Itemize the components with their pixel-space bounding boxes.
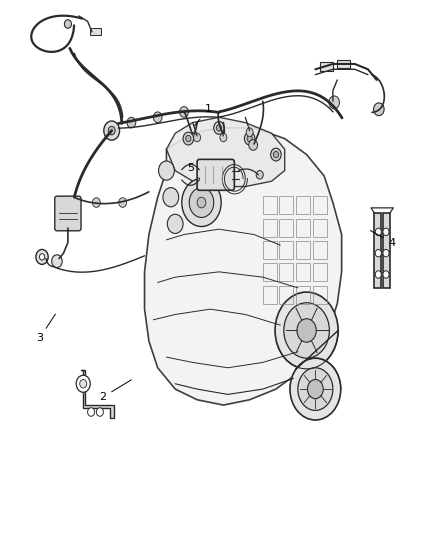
Circle shape xyxy=(271,148,281,161)
Circle shape xyxy=(290,358,341,420)
Text: 4: 4 xyxy=(371,231,396,247)
Text: 2: 2 xyxy=(99,380,131,402)
Circle shape xyxy=(104,121,120,140)
Bar xyxy=(263,196,277,214)
Circle shape xyxy=(375,271,381,278)
Bar xyxy=(383,213,390,288)
Circle shape xyxy=(284,303,329,358)
Circle shape xyxy=(182,179,221,227)
Circle shape xyxy=(249,140,258,150)
Circle shape xyxy=(216,125,222,131)
Bar xyxy=(320,62,333,71)
Circle shape xyxy=(256,171,263,179)
Circle shape xyxy=(167,214,183,233)
Bar xyxy=(296,241,310,259)
Bar xyxy=(374,213,381,288)
Circle shape xyxy=(163,188,179,207)
Bar xyxy=(296,196,310,214)
Circle shape xyxy=(108,126,115,135)
Circle shape xyxy=(247,135,252,142)
Circle shape xyxy=(383,249,389,257)
Circle shape xyxy=(64,20,71,28)
Circle shape xyxy=(246,128,253,136)
Text: 5: 5 xyxy=(187,163,200,179)
Bar xyxy=(313,286,327,304)
Circle shape xyxy=(383,271,389,278)
Circle shape xyxy=(383,228,389,236)
Bar xyxy=(296,263,310,281)
Circle shape xyxy=(183,132,194,145)
Circle shape xyxy=(76,375,90,392)
Circle shape xyxy=(273,151,279,158)
Circle shape xyxy=(80,379,87,388)
Circle shape xyxy=(298,368,333,410)
Circle shape xyxy=(375,228,381,236)
Circle shape xyxy=(329,96,339,109)
Circle shape xyxy=(159,161,174,180)
Polygon shape xyxy=(81,370,114,418)
Bar xyxy=(279,263,293,281)
Bar xyxy=(313,241,327,259)
Bar xyxy=(296,286,310,304)
Circle shape xyxy=(220,133,227,142)
Circle shape xyxy=(375,249,381,257)
Circle shape xyxy=(214,122,224,134)
Circle shape xyxy=(180,107,188,117)
Circle shape xyxy=(275,292,338,369)
Bar xyxy=(313,219,327,237)
Circle shape xyxy=(92,198,100,207)
Bar xyxy=(263,241,277,259)
FancyBboxPatch shape xyxy=(55,196,81,231)
Bar xyxy=(279,196,293,214)
Circle shape xyxy=(127,117,136,128)
FancyBboxPatch shape xyxy=(197,159,234,190)
Circle shape xyxy=(307,379,323,399)
Circle shape xyxy=(153,112,162,123)
Bar xyxy=(90,28,101,35)
Bar xyxy=(296,219,310,237)
Bar xyxy=(313,263,327,281)
Circle shape xyxy=(88,408,95,416)
Bar xyxy=(337,60,350,68)
Circle shape xyxy=(186,135,191,142)
Bar xyxy=(279,219,293,237)
Circle shape xyxy=(119,198,127,207)
Bar xyxy=(313,196,327,214)
Bar xyxy=(279,286,293,304)
Circle shape xyxy=(194,133,201,142)
Bar xyxy=(279,241,293,259)
Bar xyxy=(263,263,277,281)
Circle shape xyxy=(244,132,255,145)
Polygon shape xyxy=(145,128,342,405)
Circle shape xyxy=(36,249,48,264)
Circle shape xyxy=(197,197,206,208)
Text: 1: 1 xyxy=(194,104,212,126)
Circle shape xyxy=(52,255,62,268)
Circle shape xyxy=(96,408,103,416)
Circle shape xyxy=(189,188,214,217)
Text: 3: 3 xyxy=(36,314,56,343)
Polygon shape xyxy=(166,117,285,187)
Circle shape xyxy=(297,319,316,342)
Circle shape xyxy=(39,254,45,260)
Bar xyxy=(263,219,277,237)
Bar xyxy=(263,286,277,304)
Circle shape xyxy=(374,103,384,116)
